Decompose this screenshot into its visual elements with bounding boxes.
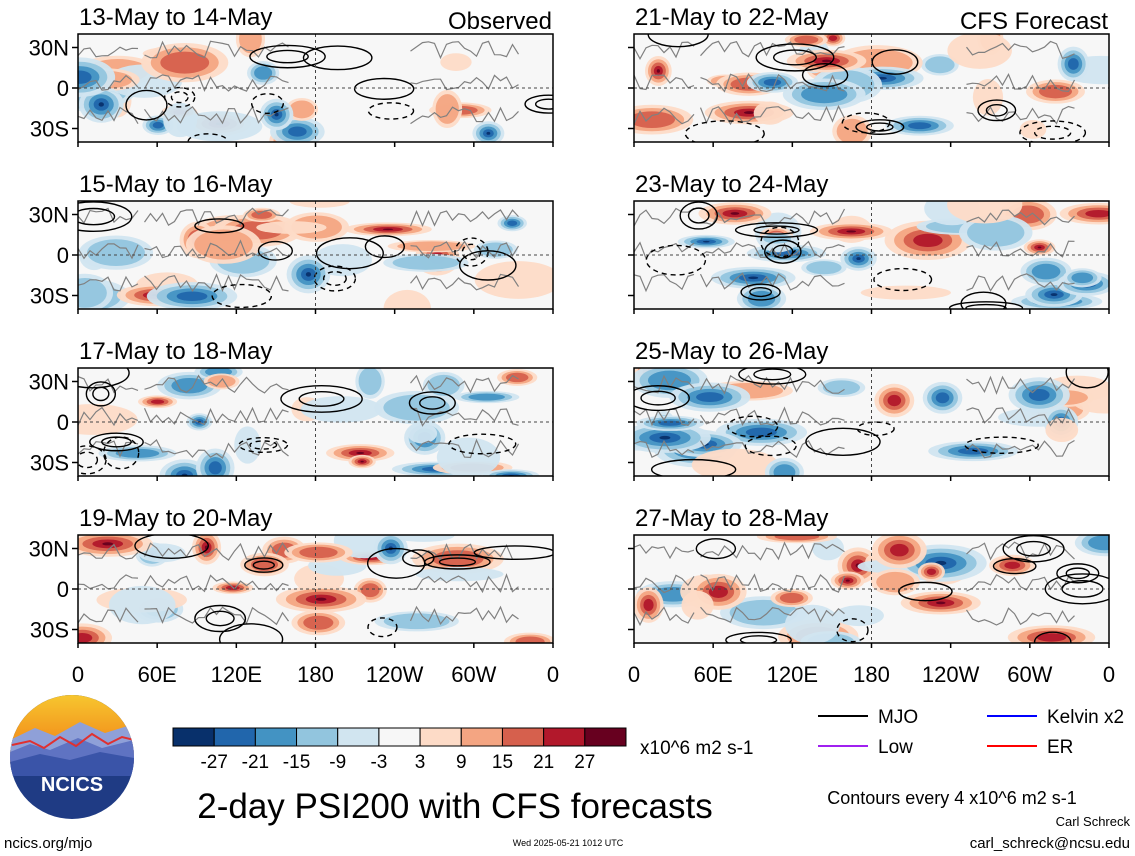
legend-label: ER bbox=[1047, 737, 1073, 758]
map-panel: 27-May to 28-May bbox=[628, 505, 1110, 648]
panel-label: 27-May to 28-May bbox=[635, 505, 828, 532]
panel-label: 21-May to 22-May bbox=[635, 4, 828, 31]
logo-text: NCICS bbox=[41, 774, 103, 796]
panel-source-label: CFS Forecast bbox=[960, 8, 1108, 35]
y-tick-label: 0 bbox=[57, 76, 69, 101]
y-tick-label: 30S bbox=[30, 451, 69, 476]
x-tick-label: 60W bbox=[451, 662, 496, 687]
colorbar-tick-label: 3 bbox=[415, 752, 426, 773]
colorbar-bin bbox=[213, 727, 256, 747]
panel-label: 23-May to 24-May bbox=[635, 171, 828, 198]
panel-label: 25-May to 26-May bbox=[635, 338, 828, 365]
colorbar-bin bbox=[460, 727, 503, 747]
colorbar-bin bbox=[501, 727, 545, 747]
y-tick-label: 30S bbox=[30, 618, 69, 643]
map-panel: 30N 0 30S 17-May to 18-May bbox=[29, 338, 554, 481]
x-tick-label: 0 bbox=[1103, 662, 1115, 687]
colorbar-bin bbox=[172, 727, 215, 747]
colorbar-tick-label: -9 bbox=[329, 752, 346, 773]
y-tick-label: 30N bbox=[29, 36, 69, 61]
x-tick-label: 0 bbox=[72, 662, 84, 687]
colorbar-tick-label: 15 bbox=[492, 752, 513, 773]
x-axes: 0 60E 120E 180 120W 60W 0 0 60E 120E 180 120W 60W 0 bbox=[72, 662, 1115, 687]
panel-label: 13-May to 14-May bbox=[79, 4, 272, 31]
author-email: carl_schreck@ncsu.edu bbox=[970, 835, 1130, 852]
colorbar-tick-label: 21 bbox=[533, 752, 554, 773]
panel-source-label: Observed bbox=[448, 8, 552, 35]
x-tick-label: 120W bbox=[366, 662, 424, 687]
y-tick-label: 30N bbox=[29, 537, 69, 562]
colorbar-bin bbox=[296, 727, 339, 747]
panel-label: 19-May to 20-May bbox=[79, 505, 272, 532]
map-panel: 21-May to 22-May CFS Forecast bbox=[628, 4, 1110, 147]
x-tick-label: 120E bbox=[767, 662, 818, 687]
y-tick-label: 30S bbox=[30, 117, 69, 142]
colorbar-units: x10^6 m2 s-1 bbox=[640, 738, 753, 759]
colorbar-bin bbox=[584, 727, 627, 747]
x-tick-label: 0 bbox=[547, 662, 559, 687]
colorbar-tick-label: -3 bbox=[370, 752, 387, 773]
panel-grid: 30N 0 30S 13-May to 14-May Observed 30N 0 30S 15… bbox=[29, 4, 1110, 648]
colorbar-tick-label: 27 bbox=[574, 752, 595, 773]
legend-label: Kelvin x2 bbox=[1047, 707, 1124, 728]
ncics-logo: NCICS bbox=[10, 695, 134, 819]
x-tick-label: 120W bbox=[922, 662, 980, 687]
x-tick-label: 60E bbox=[694, 662, 733, 687]
x-tick-label: 60W bbox=[1007, 662, 1052, 687]
colorbar-tick-label: -27 bbox=[200, 752, 227, 773]
contour-note: Contours every 4 x10^6 m2 s-1 bbox=[827, 788, 1077, 808]
panel-label: 15-May to 16-May bbox=[79, 171, 272, 198]
colorbar-bin bbox=[337, 727, 380, 747]
colorbar-bin bbox=[543, 727, 586, 747]
map-panel: 23-May to 24-May bbox=[628, 171, 1110, 314]
legend-label: MJO bbox=[878, 707, 918, 728]
colorbar: -27 -21 -15 -9 -3 3 9 15 21 27 x10^6 m2 s-1 bbox=[172, 727, 753, 773]
y-tick-label: 30N bbox=[29, 370, 69, 395]
site-url: ncics.org/mjo bbox=[4, 835, 92, 852]
colorbar-bin bbox=[378, 727, 421, 747]
y-tick-label: 30S bbox=[30, 284, 69, 309]
x-tick-label: 60E bbox=[138, 662, 177, 687]
colorbar-bin bbox=[254, 727, 298, 747]
x-tick-label: 180 bbox=[297, 662, 334, 687]
x-tick-label: 180 bbox=[853, 662, 890, 687]
legend-label: Low bbox=[878, 737, 913, 758]
panel-label: 17-May to 18-May bbox=[79, 338, 272, 365]
map-panel: 30N 0 30S 13-May to 14-May Observed bbox=[29, 4, 554, 147]
y-tick-label: 0 bbox=[57, 243, 69, 268]
colorbar-bin bbox=[419, 727, 462, 747]
x-tick-label: 0 bbox=[628, 662, 640, 687]
colorbar-tick-label: 9 bbox=[456, 752, 467, 773]
y-tick-label: 0 bbox=[57, 577, 69, 602]
map-panel: 30N 0 30S 15-May to 16-May bbox=[29, 171, 554, 314]
colorbar-tick-label: -15 bbox=[283, 752, 310, 773]
map-panel: 30N 0 30S 19-May to 20-May bbox=[29, 505, 554, 648]
author-name: Carl Schreck bbox=[1056, 814, 1131, 829]
chart-title: 2-day PSI200 with CFS forecasts bbox=[197, 787, 713, 826]
y-tick-label: 0 bbox=[57, 410, 69, 435]
y-tick-label: 30N bbox=[29, 203, 69, 228]
colorbar-tick-label: -21 bbox=[242, 752, 269, 773]
timestamp: Wed 2025-05-21 1012 UTC bbox=[513, 838, 624, 848]
legend: MJO Kelvin x2 Low ER bbox=[818, 707, 1124, 758]
map-panel: 25-May to 26-May bbox=[628, 338, 1110, 481]
x-tick-label: 120E bbox=[211, 662, 262, 687]
